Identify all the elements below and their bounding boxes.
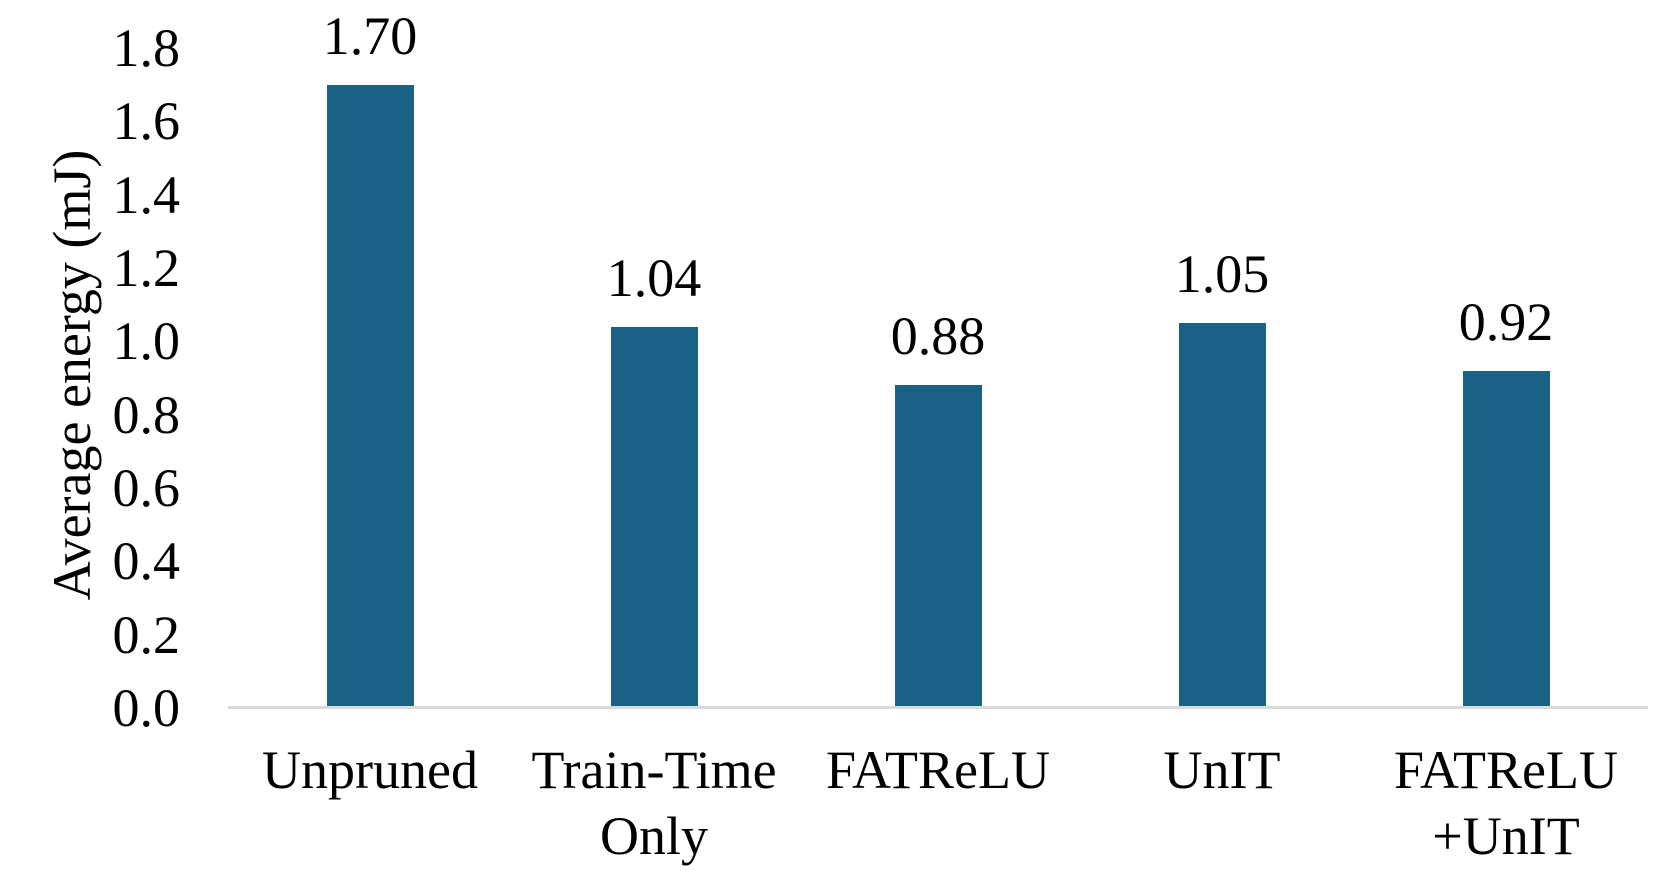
bar-value-label: 0.92 xyxy=(1458,292,1554,352)
bar-value-label: 1.04 xyxy=(606,248,702,308)
bar-value-label: 1.70 xyxy=(322,6,418,66)
y-tick-label: 0.8 xyxy=(112,384,181,445)
y-tick-label: 0.0 xyxy=(112,678,181,738)
plot-area xyxy=(228,48,1648,708)
x-category-label: FATReLU +UnIT xyxy=(1394,740,1618,866)
x-category-label: Unpruned xyxy=(262,740,478,800)
y-tick-label: 0.6 xyxy=(112,458,181,518)
x-category-label: FATReLU xyxy=(826,740,1050,800)
bar xyxy=(327,85,414,708)
y-tick-label: 0.4 xyxy=(112,531,181,592)
x-category-label: Train-Time Only xyxy=(531,740,777,866)
bar xyxy=(1463,371,1550,708)
y-tick-label: 1.0 xyxy=(112,311,181,372)
bar xyxy=(611,327,698,708)
bar-value-label: 0.88 xyxy=(890,306,986,366)
bar xyxy=(895,385,982,708)
y-tick-label: 1.2 xyxy=(112,238,181,298)
bar-value-label: 1.05 xyxy=(1174,244,1270,304)
y-tick-label: 0.2 xyxy=(112,604,181,665)
x-category-label: UnIT xyxy=(1163,740,1281,800)
x-axis-line xyxy=(228,706,1648,709)
y-tick-label: 1.8 xyxy=(112,18,181,78)
y-tick-label: 1.4 xyxy=(112,164,181,225)
bar xyxy=(1179,323,1266,708)
y-tick-label: 1.6 xyxy=(112,91,181,152)
